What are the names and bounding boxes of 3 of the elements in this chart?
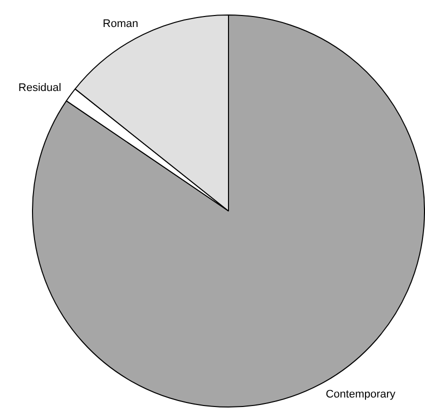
slice-label: Residual [18, 82, 62, 94]
slice-label: Roman [102, 18, 138, 30]
slice-label: Contemporary [326, 388, 396, 401]
